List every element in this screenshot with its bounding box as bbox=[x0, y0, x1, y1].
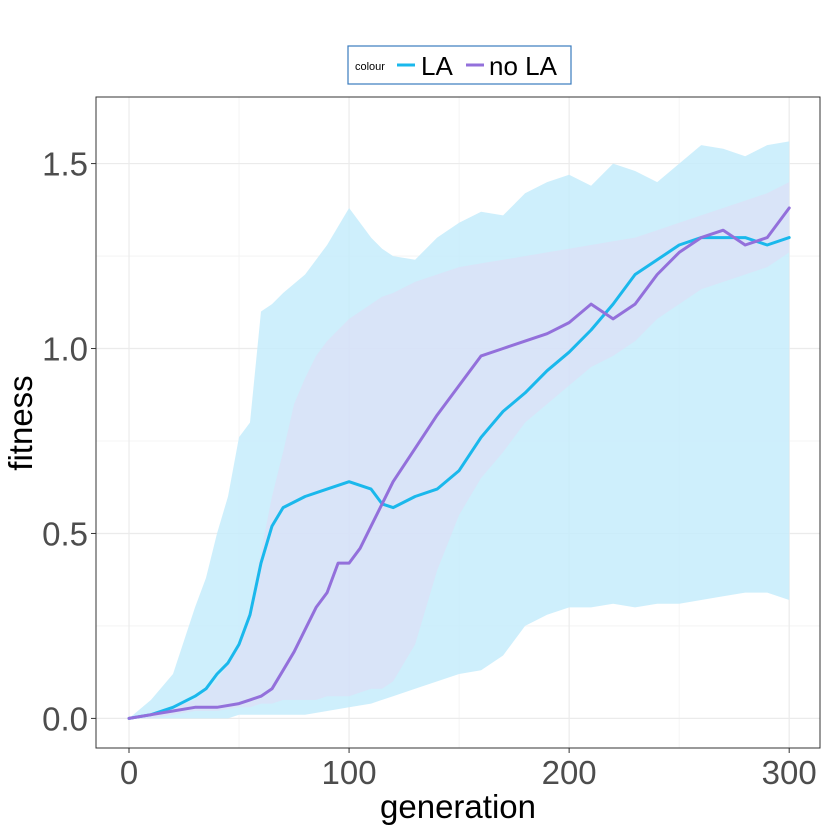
legend-box bbox=[347, 45, 572, 85]
x-tick-label: 300 bbox=[762, 754, 817, 791]
y-tick-label: 1.0 bbox=[42, 331, 88, 368]
x-tick-label: 0 bbox=[120, 754, 138, 791]
y-axis: 0.0 0.5 1.0 1.5 bbox=[42, 146, 96, 737]
x-axis-title: generation bbox=[380, 788, 536, 825]
x-tick-label: 200 bbox=[542, 754, 597, 791]
confidence-bands bbox=[129, 141, 790, 719]
y-tick-label: 1.5 bbox=[42, 146, 88, 183]
legend-label-no-la: no LA bbox=[489, 51, 558, 81]
legend: colour LA no LA bbox=[347, 45, 572, 85]
band-no-la bbox=[129, 182, 790, 719]
series-lines bbox=[127, 206, 791, 720]
line-no-la bbox=[127, 206, 791, 720]
legend-title: colour bbox=[355, 61, 385, 73]
x-axis: 0 100 200 300 bbox=[120, 748, 817, 791]
x-tick-label: 100 bbox=[322, 754, 377, 791]
y-axis-title: fitness bbox=[2, 375, 39, 470]
y-tick-label: 0.5 bbox=[42, 515, 88, 552]
line-la bbox=[127, 236, 791, 720]
y-tick-label: 0.0 bbox=[42, 700, 88, 737]
legend-label-la: LA bbox=[421, 51, 453, 81]
plot-panel-border bbox=[95, 96, 821, 749]
